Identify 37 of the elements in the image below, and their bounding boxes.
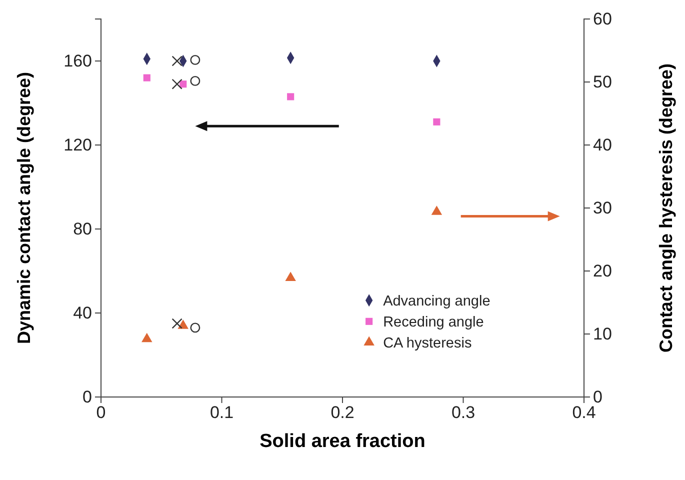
legend-label: Advancing angle [383, 293, 490, 310]
legend-label: CA hysteresis [383, 335, 472, 352]
point [287, 93, 294, 100]
point [142, 332, 152, 342]
y2-axis-title: Contact angle hysteresis (degree) [656, 63, 676, 353]
y-tick-label: 0 [82, 387, 92, 406]
y-tick-label: 120 [64, 135, 92, 154]
y-tick-label: 40 [73, 303, 92, 322]
point [143, 74, 150, 82]
point [180, 80, 187, 88]
y2-tick-label: 10 [593, 324, 612, 344]
y2-tick-label: 60 [593, 9, 612, 28]
point [190, 54, 200, 65]
point [190, 76, 200, 86]
y-axis-title: Dynamic contact angle (degree) [14, 72, 34, 344]
point [433, 118, 440, 126]
x-axis-title: Solid area fraction [260, 431, 426, 452]
y2-tick-label: 50 [593, 72, 612, 92]
y-tick-label: 160 [64, 51, 92, 70]
y2-tick-label: 20 [593, 261, 612, 280]
point [190, 322, 200, 333]
point [172, 318, 182, 329]
point [172, 56, 182, 66]
y-tick-label: 80 [73, 219, 92, 238]
y2-tick-label: 30 [593, 198, 612, 218]
point [431, 206, 442, 215]
x-tick-label: 0 [96, 403, 106, 422]
x-tick-label: 0.2 [330, 403, 354, 422]
x-tick-label: 0.3 [451, 403, 476, 422]
legend-label: Receding angle [383, 314, 484, 330]
x-tick-label: 0.4 [572, 403, 596, 422]
point [285, 272, 296, 282]
y2-tick-label: 0 [593, 387, 602, 406]
x-tick-label: 0.1 [210, 403, 234, 422]
y2-tick-label: 40 [593, 135, 612, 154]
point [172, 78, 182, 90]
point [178, 320, 188, 329]
